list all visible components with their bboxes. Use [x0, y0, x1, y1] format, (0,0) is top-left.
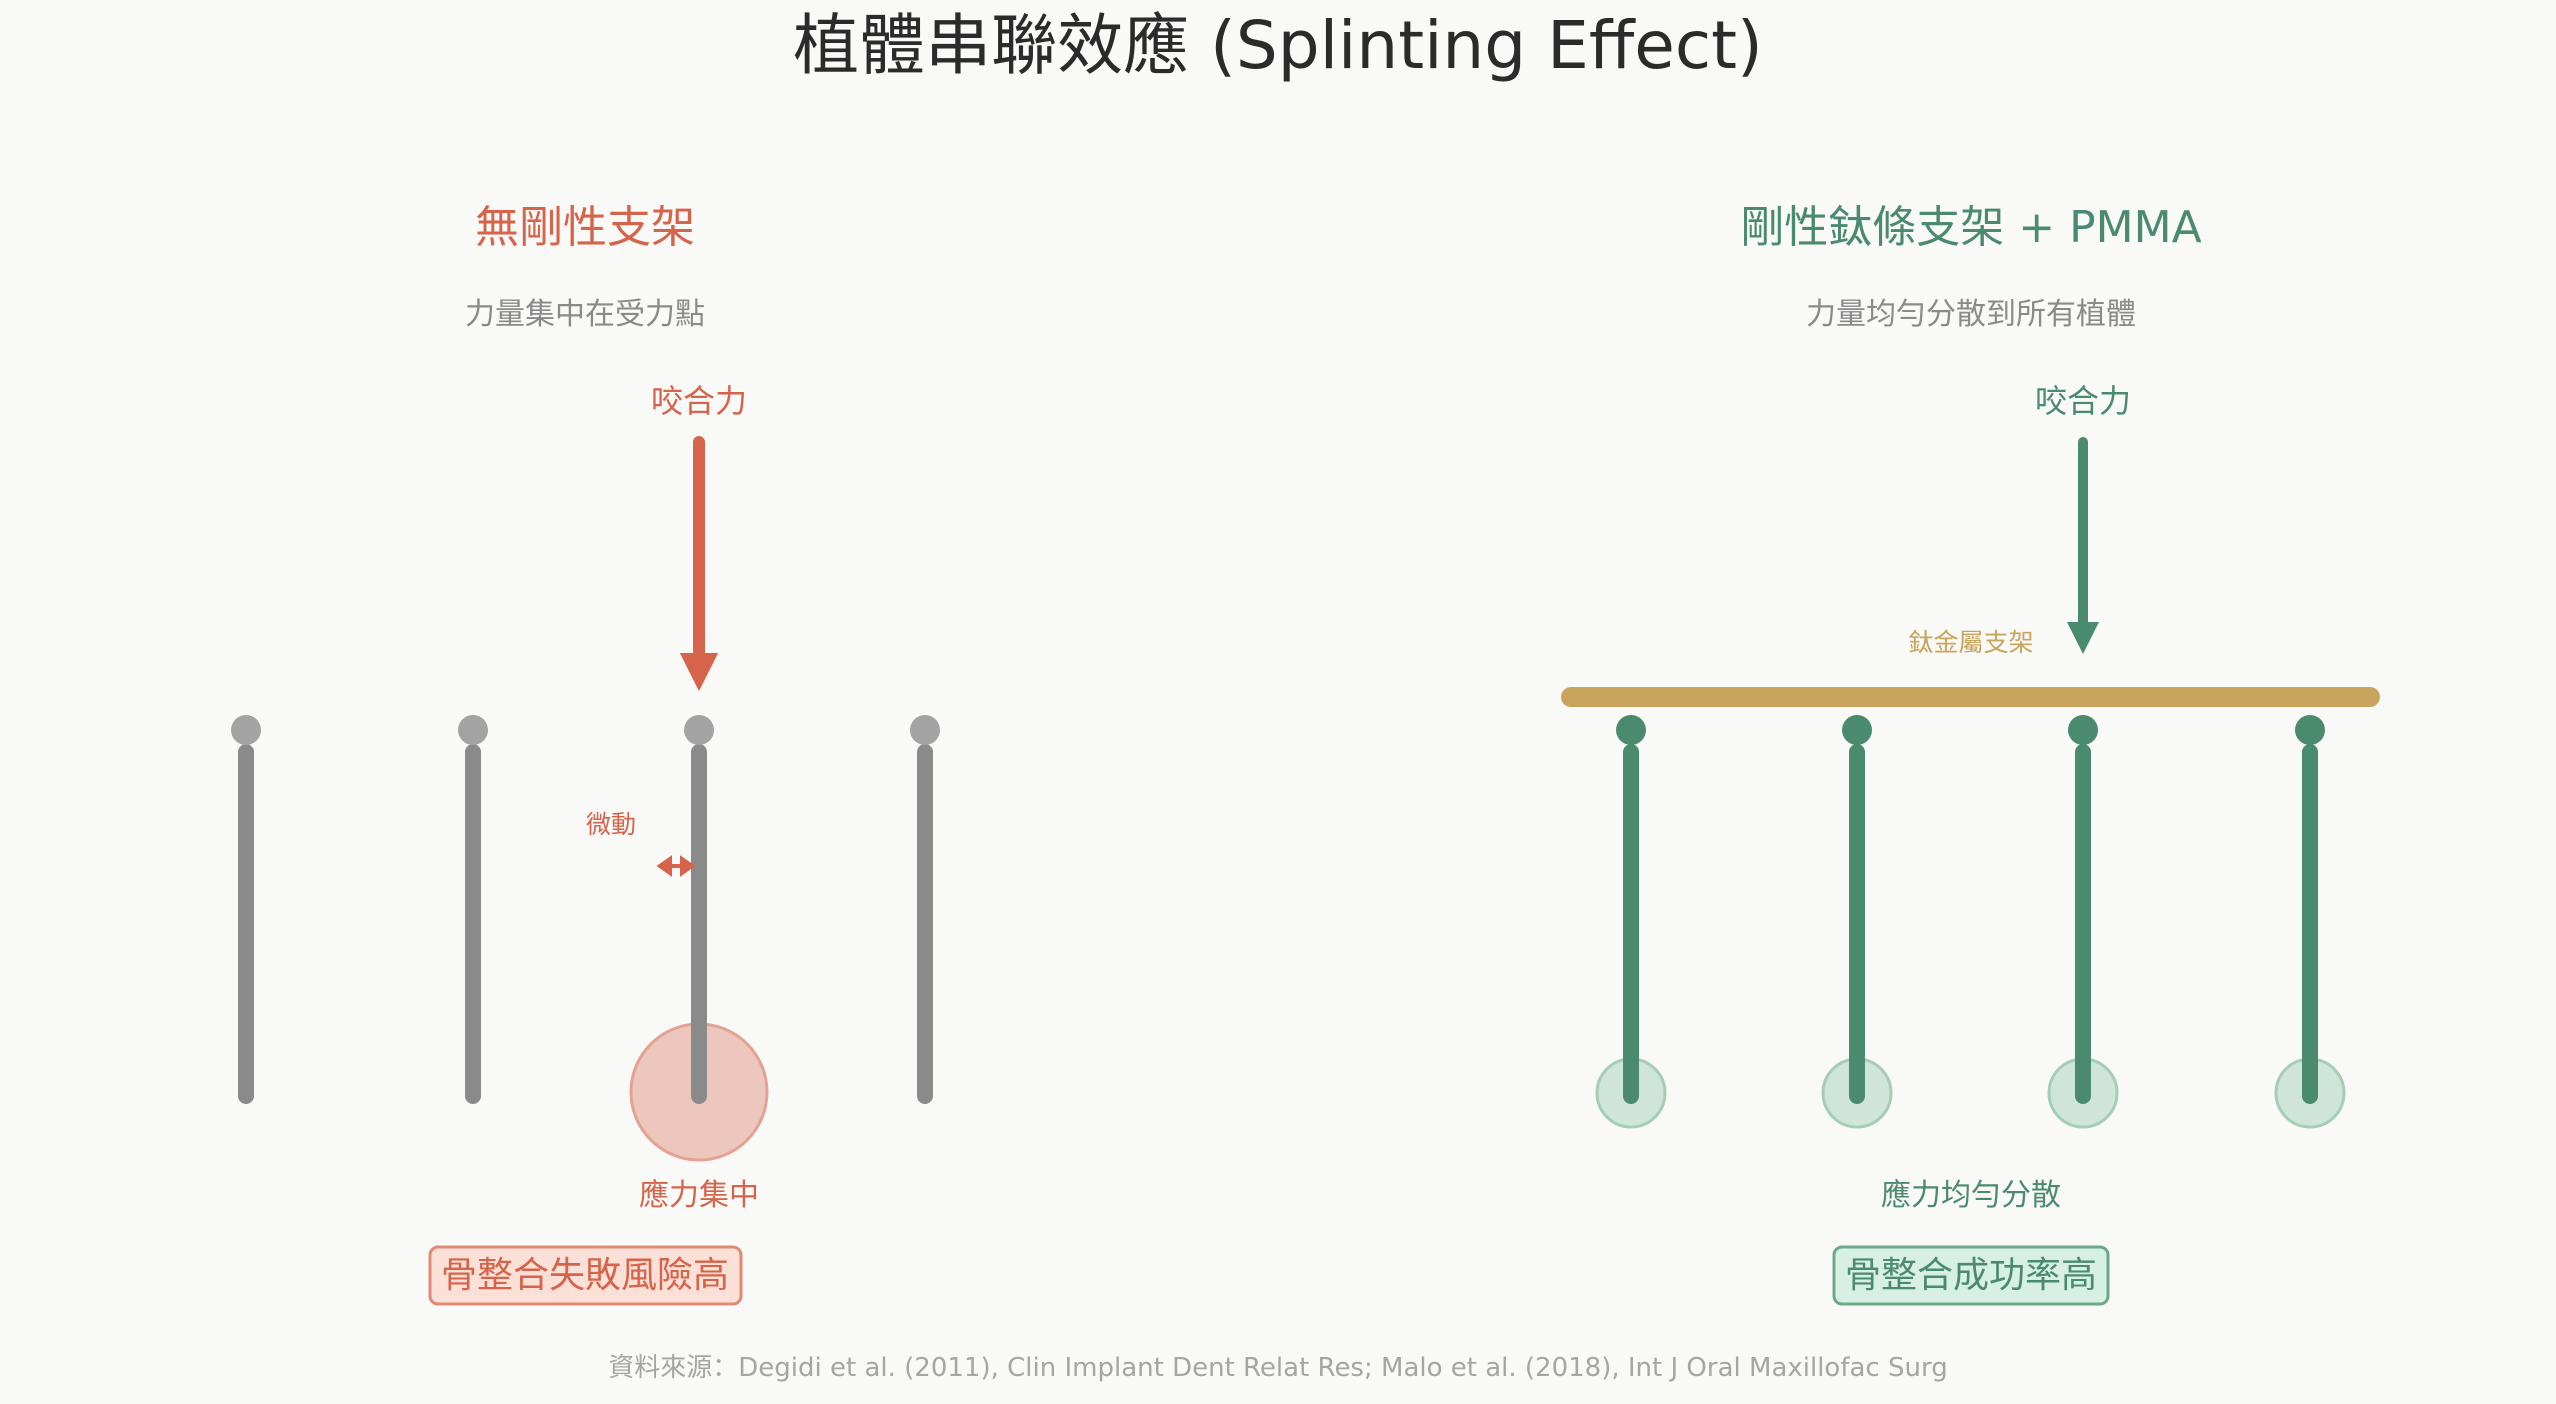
left-implant-2 — [458, 715, 488, 1104]
right-stress-label: 應力均勻分散 — [1881, 1178, 2061, 1213]
right-panel-title: 剛性鈦條支架 + PMMA — [1740, 202, 2201, 253]
left-stress-label: 應力集中 — [639, 1178, 759, 1213]
left-panel-subtitle: 力量集中在受力點 — [465, 297, 705, 332]
micromotion-arrows-icon — [656, 855, 696, 877]
left-implant-3 — [684, 715, 714, 1104]
right-panel: 剛性鈦條支架 + PMMA 力量均勻分散到所有植體 咬合力 鈦金屬支架 — [1561, 202, 2380, 1306]
titanium-bar-label: 鈦金屬支架 — [1908, 628, 2033, 657]
right-panel-subtitle: 力量均勻分散到所有植體 — [1806, 297, 2136, 332]
left-panel: 無剛性支架 力量集中在受力點 咬合力 微動 — [231, 202, 940, 1306]
citation: 資料來源：Degidi et al. (2011), Clin Implant … — [608, 1353, 1947, 1383]
right-outcome-badge — [1832, 1245, 2110, 1306]
micromotion-label: 微動 — [586, 810, 636, 839]
right-outcome-text: 骨整合成功率高 — [1845, 1255, 2097, 1296]
right-implant-2 — [1842, 715, 1872, 1104]
right-bite-force-label: 咬合力 — [2035, 382, 2131, 420]
right-implant-3 — [2068, 715, 2098, 1104]
left-implant-4 — [910, 715, 940, 1104]
right-implant-4 — [2295, 715, 2325, 1104]
left-panel-title: 無剛性支架 — [475, 202, 695, 253]
left-bite-force-label: 咬合力 — [651, 382, 747, 420]
left-outcome-text: 骨整合失敗風險高 — [441, 1255, 729, 1296]
left-implant-1 — [231, 715, 261, 1104]
right-implant-1 — [1616, 715, 1646, 1104]
left-outcome-badge — [428, 1245, 743, 1306]
page-title: 植體串聯效應 (Splinting Effect) — [793, 7, 1763, 84]
